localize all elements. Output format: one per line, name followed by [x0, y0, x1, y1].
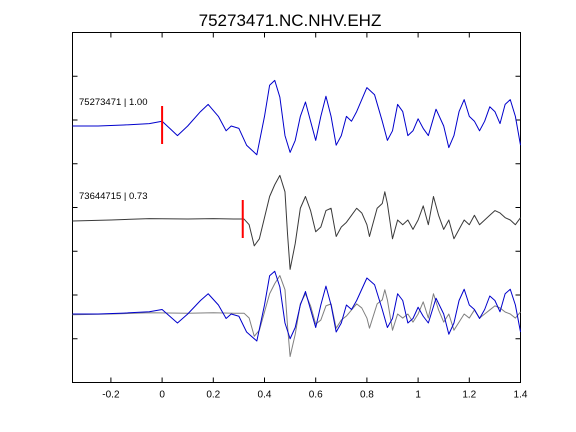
overlay-line-73644715 — [72, 275, 521, 358]
overlay-line-75273471 — [72, 270, 521, 342]
trace-label-73644715: 73644715 | 0.73 — [79, 191, 148, 202]
x-tick-label: 0.2 — [206, 390, 220, 401]
axis-ticks: -0.2 0 0.2 0.4 0.6 0.8 1 1.2 1.4 — [72, 32, 528, 401]
x-tick-label: 0 — [159, 390, 165, 401]
x-tick-label: 0.6 — [309, 390, 323, 401]
x-tick-label: 0.8 — [360, 390, 374, 401]
overlay-group — [72, 270, 521, 358]
trace-line-75273471 — [72, 79, 521, 156]
x-tick-label: 1.4 — [514, 390, 528, 401]
x-tick-label: 1.2 — [462, 390, 476, 401]
plot-area-frame — [72, 32, 521, 383]
trace-labels: 75273471 | 1.00 73644715 | 0.73 — [79, 97, 148, 202]
trace-label-75273471: 75273471 | 1.00 — [79, 97, 148, 108]
x-tick-label: 1 — [415, 390, 421, 401]
x-tick-label: 0.4 — [258, 390, 272, 401]
trace-line-73644715 — [72, 174, 521, 270]
x-tick-label: -0.2 — [102, 390, 120, 401]
trace-group — [72, 79, 521, 270]
chart-title: 75273471.NC.NHV.EHZ — [199, 11, 382, 30]
